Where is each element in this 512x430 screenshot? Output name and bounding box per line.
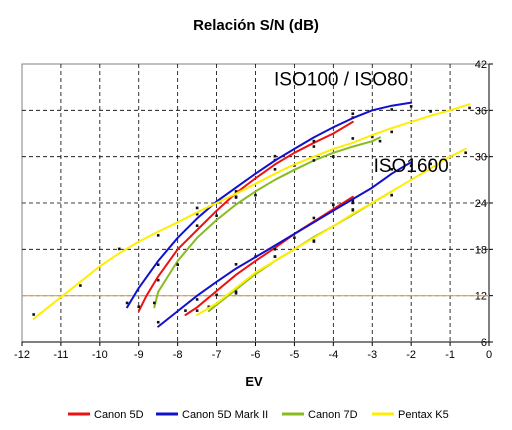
x-tick-label: -6 bbox=[251, 349, 261, 361]
y-tick-label: 36 bbox=[475, 105, 487, 117]
data-point bbox=[312, 139, 316, 143]
data-point bbox=[273, 255, 277, 258]
data-point bbox=[234, 263, 238, 266]
plot-area: -12 -11 -10 -9 -8 -7 -6 -5 -4 -3 -2 -1 0612182430364… bbox=[14, 59, 493, 361]
data-point bbox=[156, 320, 160, 324]
x-tick-label: -7 bbox=[212, 349, 222, 361]
data-point bbox=[195, 298, 199, 301]
data-point bbox=[234, 290, 238, 294]
x-tick-label: -9 bbox=[134, 349, 144, 361]
data-point bbox=[215, 293, 218, 297]
data-point bbox=[464, 151, 467, 155]
series-line bbox=[32, 103, 471, 320]
x-tick-label: -12 bbox=[14, 349, 30, 361]
legend-label: Canon 5D Mark II bbox=[182, 409, 268, 421]
x-tick-label: -3 bbox=[367, 349, 377, 361]
series-line bbox=[153, 136, 381, 309]
data-point bbox=[312, 216, 316, 220]
y-tick-label: 18 bbox=[475, 244, 487, 256]
legend: Canon 5D Canon 5D Mark II Canon 7D Pentax K… bbox=[68, 409, 449, 421]
data-point bbox=[370, 135, 374, 139]
y-tick-label: 6 bbox=[481, 337, 487, 349]
data-point bbox=[137, 305, 141, 309]
annotation-label: ISO1600 bbox=[374, 156, 449, 177]
legend-label: Canon 5D bbox=[94, 409, 144, 421]
data-point bbox=[117, 247, 121, 251]
data-point bbox=[312, 159, 316, 162]
data-point bbox=[156, 263, 160, 267]
data-point bbox=[312, 145, 316, 148]
data-point bbox=[468, 106, 471, 110]
series-line bbox=[157, 161, 413, 328]
data-point bbox=[351, 112, 355, 116]
data-point bbox=[409, 164, 413, 168]
data-point bbox=[390, 130, 394, 134]
data-point bbox=[390, 108, 394, 111]
y-tick-label: 24 bbox=[475, 198, 487, 210]
x-tick-label: -4 bbox=[328, 349, 338, 361]
data-point bbox=[176, 263, 179, 267]
data-point bbox=[195, 224, 199, 228]
legend-label: Canon 7D bbox=[308, 409, 358, 421]
data-point bbox=[273, 247, 277, 251]
data-point bbox=[378, 139, 382, 143]
series-line bbox=[196, 147, 467, 316]
data-point bbox=[332, 155, 335, 158]
x-tick-label: -8 bbox=[173, 349, 183, 361]
data-point bbox=[351, 201, 355, 205]
data-point bbox=[156, 234, 160, 237]
annotation-label: ISO100 / ISO80 bbox=[274, 70, 408, 91]
x-tick-label: -11 bbox=[53, 349, 68, 361]
y-tick-label: 30 bbox=[475, 152, 487, 164]
data-point bbox=[234, 190, 238, 193]
x-tick-label: 0 bbox=[486, 349, 492, 361]
data-point bbox=[207, 305, 211, 309]
data-point bbox=[351, 137, 355, 140]
data-point bbox=[351, 208, 355, 211]
data-point bbox=[351, 199, 355, 202]
x-axis-title: EV bbox=[245, 374, 263, 389]
data-point bbox=[234, 196, 238, 199]
data-point bbox=[390, 193, 394, 197]
legend-label: Pentax K5 bbox=[398, 409, 449, 421]
data-point bbox=[273, 154, 277, 158]
y-tick-label: 12 bbox=[475, 291, 487, 303]
data-point bbox=[234, 291, 238, 295]
y-tick-label: 42 bbox=[475, 59, 487, 71]
x-tick-label: -2 bbox=[406, 349, 416, 361]
data-point bbox=[332, 203, 335, 207]
data-point bbox=[390, 168, 394, 171]
data-point bbox=[195, 212, 199, 216]
x-tick-label: -10 bbox=[92, 349, 108, 361]
data-point bbox=[195, 309, 199, 312]
data-point bbox=[79, 284, 82, 287]
data-point bbox=[184, 309, 187, 312]
data-point bbox=[312, 240, 316, 243]
x-tick-label: -1 bbox=[445, 349, 455, 361]
data-point bbox=[32, 313, 35, 316]
data-point bbox=[195, 206, 199, 210]
data-point bbox=[156, 278, 160, 282]
data-point bbox=[293, 236, 296, 239]
data-point bbox=[125, 301, 129, 305]
x-tick-label: -5 bbox=[290, 349, 300, 361]
data-point bbox=[153, 301, 156, 305]
data-point bbox=[409, 105, 413, 108]
data-point bbox=[429, 162, 432, 166]
series-line bbox=[126, 101, 413, 309]
data-point bbox=[429, 110, 432, 113]
chart-title: Relación S/N (dB) bbox=[193, 17, 319, 34]
data-point bbox=[215, 214, 218, 217]
data-point bbox=[273, 168, 277, 171]
data-point bbox=[254, 193, 257, 197]
